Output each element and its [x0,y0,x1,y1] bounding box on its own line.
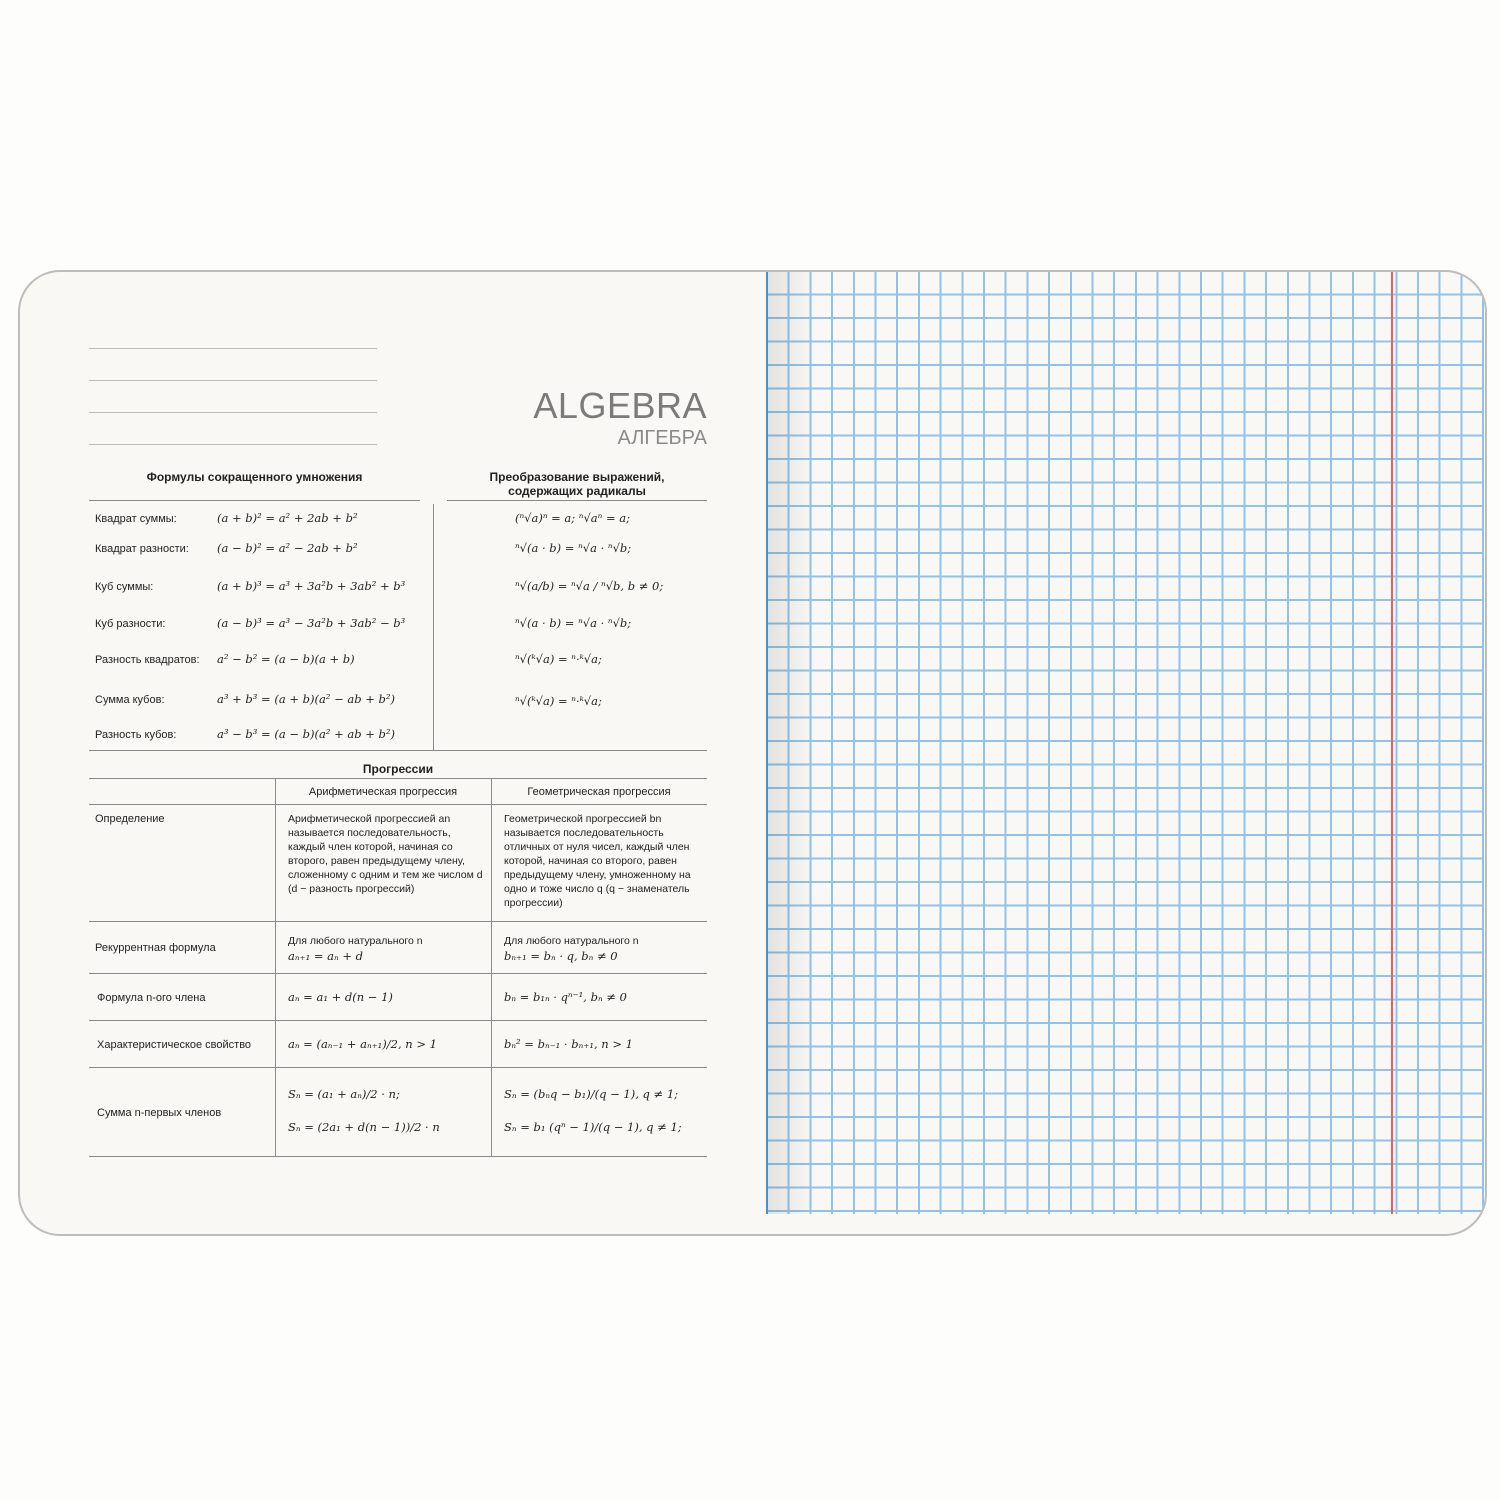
divider [89,750,707,751]
spine-shadow [766,272,816,1214]
divider [89,1020,707,1021]
divider [89,778,707,779]
radical-formula: ⁿ√(a · b) = ⁿ√a · ⁿ√b; [515,541,632,555]
definition-arithmetic: Арифметической прогрессией an называется… [288,813,483,895]
row-label: Формула n-ого члена [97,992,206,1004]
grid-edge [766,272,768,1214]
formulas-heading: Формулы сокращенного умножения [146,470,363,484]
divider [89,1156,707,1157]
formula: (a + b)³ = a³ + 3a²b + 3ab² + b³ [217,579,406,593]
formula-label: Квадрат разности: [95,543,189,555]
notebook-spread: ALGEBRA АЛГЕБРА Формулы сокращенного умн… [18,270,1487,1236]
radicals-heading-1: Преобразование выражений, [489,470,665,484]
recurrent-geometric: bₙ₊₁ = bₙ · q, bₙ ≠ 0 [504,949,618,963]
radical-formula: ⁿ√(a/b) = ⁿ√a / ⁿ√b, b ≠ 0; [515,579,664,593]
title-russian: АЛГЕБРА [617,427,707,449]
row-label: Рекуррентная формула [95,942,216,954]
nth-term-arithmetic: aₙ = a₁ + d(n − 1) [288,990,393,1004]
divider [89,921,707,922]
row-label: Определение [95,813,165,825]
title-english: ALGEBRA [533,385,707,426]
formula-label: Куб суммы: [95,581,154,593]
grid-paper-columns [766,272,1484,1214]
formula: (a − b)³ = a³ − 3a²b + 3ab² − b³ [217,616,406,630]
definition-geometric: Геометрической прогрессией bn называется… [504,813,691,909]
margin-line [1391,272,1393,1214]
nth-term-geometric: bₙ = b₁ₙ · qⁿ⁻¹, bₙ ≠ 0 [504,990,627,1004]
divider [491,778,492,1157]
formula: (a + b)² = a² + 2ab + b² [217,511,358,525]
divider [89,500,420,501]
divider [89,1067,707,1068]
name-line[interactable] [89,444,377,445]
divider [89,973,707,974]
formula-label: Куб разности: [95,618,166,630]
property-geometric: bₙ² = bₙ₋₁ · bₙ₊₁, n > 1 [504,1037,633,1051]
sum-geometric-1: Sₙ = (bₙq − b₁)/(q − 1), q ≠ 1; [504,1087,679,1101]
sum-geometric-2: Sₙ = b₁ (qⁿ − 1)/(q − 1), q ≠ 1; [504,1120,682,1134]
progressions-heading: Прогрессии [362,762,434,776]
name-line[interactable] [89,348,377,349]
radical-formula: ⁿ√(ᵏ√a) = ⁿ·ᵏ√a; [515,652,602,666]
column-header-arithmetic: Арифметическая прогрессия [308,786,458,798]
name-line[interactable] [89,380,377,381]
sum-arithmetic-1: Sₙ = (a₁ + aₙ)/2 · n; [288,1087,400,1101]
formula: a² − b² = (a − b)(a + b) [217,652,355,666]
divider [89,804,707,805]
formula: a³ − b³ = (a − b)(a² + ab + b²) [217,727,395,741]
divider [447,500,707,501]
radical-formula: (ⁿ√a)ⁿ = a; ⁿ√aⁿ = a; [515,511,630,525]
formula-label: Квадрат суммы: [95,513,177,525]
divider [433,504,434,750]
radical-formula: ⁿ√(a · b) = ⁿ√a · ⁿ√b; [515,616,632,630]
recurrent-geometric-note: Для любого натурального n [504,935,639,947]
row-label: Характеристическое свойство [97,1039,252,1051]
recurrent-arithmetic: aₙ₊₁ = aₙ + d [288,949,363,963]
row-label: Сумма n-первых членов [97,1107,222,1119]
formula-label: Разность кубов: [95,729,177,741]
name-line[interactable] [89,412,377,413]
formula: a³ + b³ = (a + b)(a² − ab + b²) [217,692,395,706]
formula: (a − b)² = a² − 2ab + b² [217,541,358,555]
radicals-heading-2: содержащих радикалы [508,484,646,498]
column-header-geometric: Геометрическая прогрессия [527,786,671,798]
property-arithmetic: aₙ = (aₙ₋₁ + aₙ₊₁)/2, n > 1 [288,1037,437,1051]
divider [275,778,276,1157]
recurrent-arithmetic-note: Для любого натурального n [288,935,423,947]
radical-formula: ⁿ√(ᵏ√a) = ⁿ·ᵏ√a; [515,694,602,708]
sum-arithmetic-2: Sₙ = (2a₁ + d(n − 1))/2 · n [288,1120,440,1134]
formula-label: Сумма кубов: [95,694,165,706]
formula-label: Разность квадратов: [95,654,200,666]
